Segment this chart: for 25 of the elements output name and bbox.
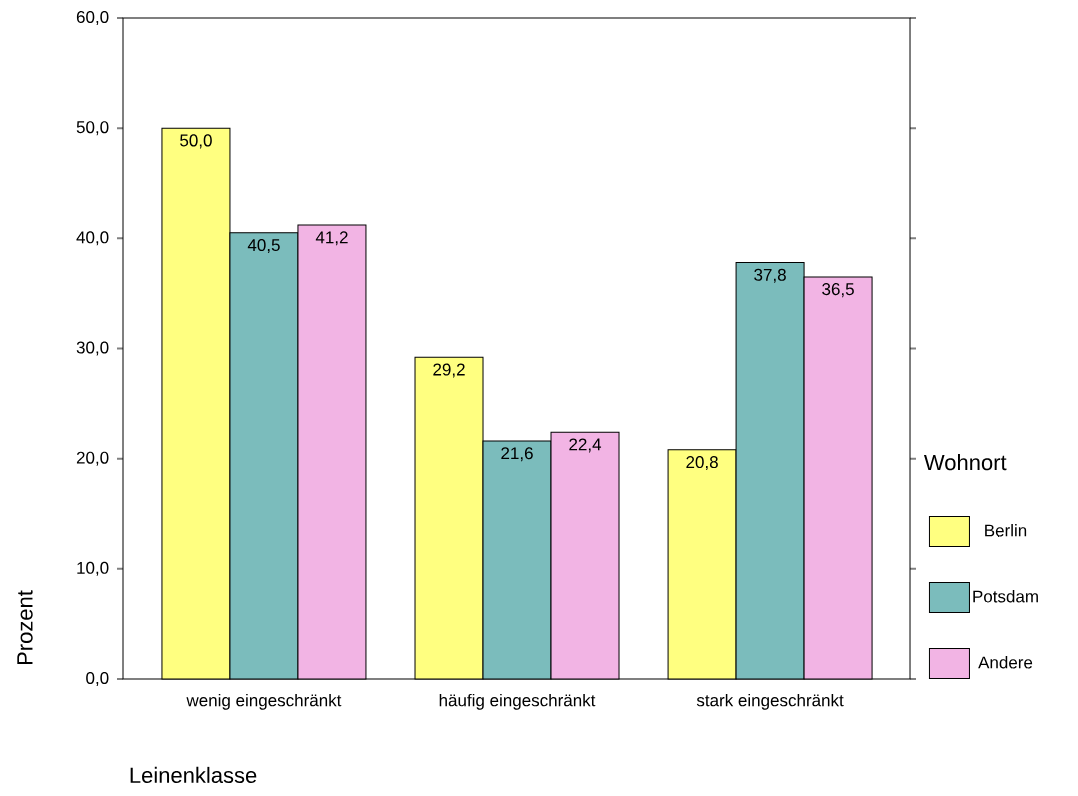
data-label: 29,2	[433, 363, 465, 378]
y-tick-label: 30,0	[76, 341, 109, 356]
y-tick-label: 20,0	[76, 451, 109, 466]
y-tick-label: 40,0	[76, 231, 109, 246]
data-label: 36,5	[822, 283, 854, 298]
data-label: 40,5	[247, 239, 280, 254]
x-tick-label: häufig eingeschränkt	[439, 693, 596, 710]
data-label: 21,6	[501, 447, 533, 462]
legend-title: Wohnort	[923, 454, 1007, 471]
data-label: 41,2	[315, 231, 348, 246]
data-label: 37,8	[754, 268, 786, 283]
data-label: 20,8	[686, 456, 718, 471]
x-tick-label: wenig eingeschränkt	[186, 693, 342, 710]
legend-label: Potsdam	[973, 590, 1038, 603]
y-axis-title: Prozent	[17, 590, 33, 665]
y-tick-label: 60,0	[76, 10, 109, 26]
data-label: 50,0	[180, 134, 212, 149]
y-tick-label: 50,0	[76, 121, 109, 136]
legend-label: Andere	[978, 656, 1033, 669]
legend-label: Berlin	[985, 524, 1027, 537]
x-tick-label: stark eingeschränkt	[696, 693, 844, 710]
y-tick-label: 0,0	[86, 671, 109, 687]
data-label: 22,4	[569, 438, 602, 453]
x-axis-title: Leinenklasse	[130, 766, 257, 784]
y-tick-label: 10,0	[77, 561, 109, 576]
